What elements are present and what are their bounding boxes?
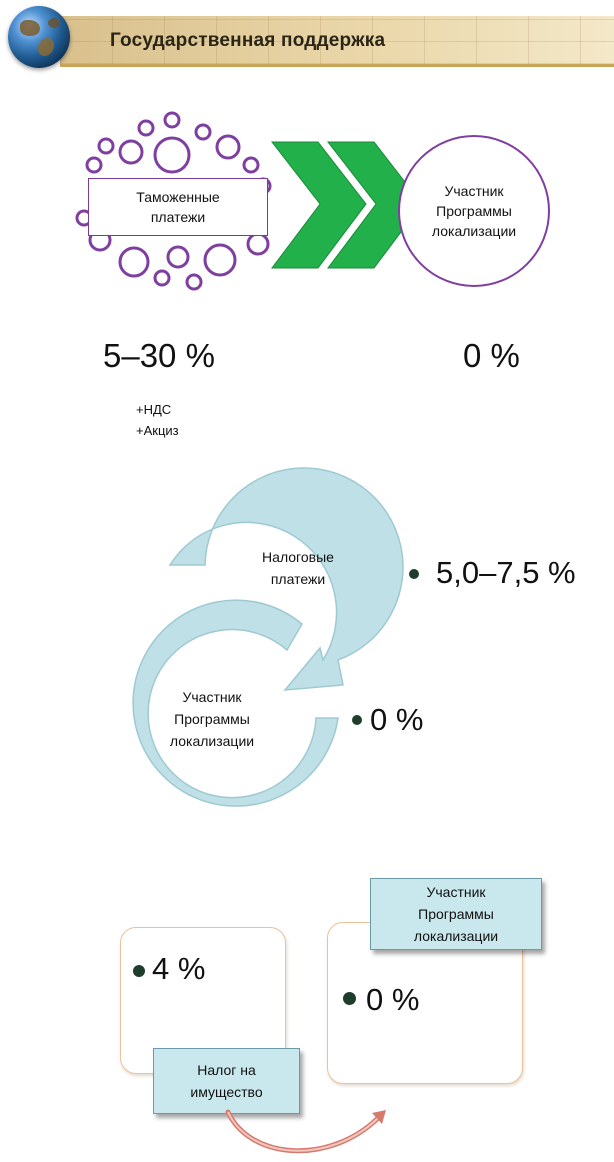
bubble (153, 136, 191, 174)
bubble (215, 134, 241, 160)
participant-circle: Участник Программы локализации (398, 135, 550, 287)
customs-rate-after: 0 % (463, 337, 520, 374)
property-tax-rate: 4 % (152, 951, 206, 986)
customs-payments-label: Таможенные платежи (136, 189, 220, 225)
bubble (246, 232, 270, 256)
participant-label-box: Участник Программы локализации (370, 878, 542, 950)
bubble (163, 111, 181, 129)
bubble (118, 246, 150, 278)
bubble (166, 245, 190, 269)
tax-payments-label: Налоговые платежи (262, 549, 334, 587)
slide-header: Государственная поддержка (0, 0, 614, 80)
bubble (118, 139, 144, 165)
bubble (203, 243, 237, 277)
chevron-arrow-icon (270, 141, 367, 269)
bubble (153, 269, 171, 287)
bubble (97, 137, 115, 155)
bubble (85, 156, 103, 174)
curved-arrow-icon (225, 1109, 381, 1154)
bullet-dot-icon (343, 992, 356, 1005)
bubble (137, 119, 155, 137)
bubble (194, 123, 212, 141)
bullet-dot-icon (409, 569, 419, 579)
bullet-dot-icon (133, 965, 145, 977)
tax-rate: 5,0–7,5 % (436, 555, 576, 590)
bubble (242, 156, 260, 174)
note-vat: +НДС (136, 402, 172, 417)
arrowhead-icon (372, 1110, 386, 1124)
customs-rate-before: 5–30 % (103, 337, 215, 374)
note-excise: +Акциз (136, 423, 179, 438)
participant-label: Участник Программы локализации (169, 689, 255, 749)
property-tax-label-box: Налог на имущество (153, 1048, 300, 1114)
globe-icon (8, 6, 70, 68)
participant-property-rate: 0 % (366, 982, 420, 1017)
participant-tax-rate: 0 % (370, 702, 424, 737)
participant-label: Участник Программы локализации (431, 183, 517, 239)
page-title: Государственная поддержка (110, 30, 386, 51)
header-banner (60, 16, 614, 67)
bullet-dot-icon (352, 715, 362, 725)
customs-payments-box: Таможенные платежи (88, 178, 268, 236)
bubble (185, 273, 203, 291)
